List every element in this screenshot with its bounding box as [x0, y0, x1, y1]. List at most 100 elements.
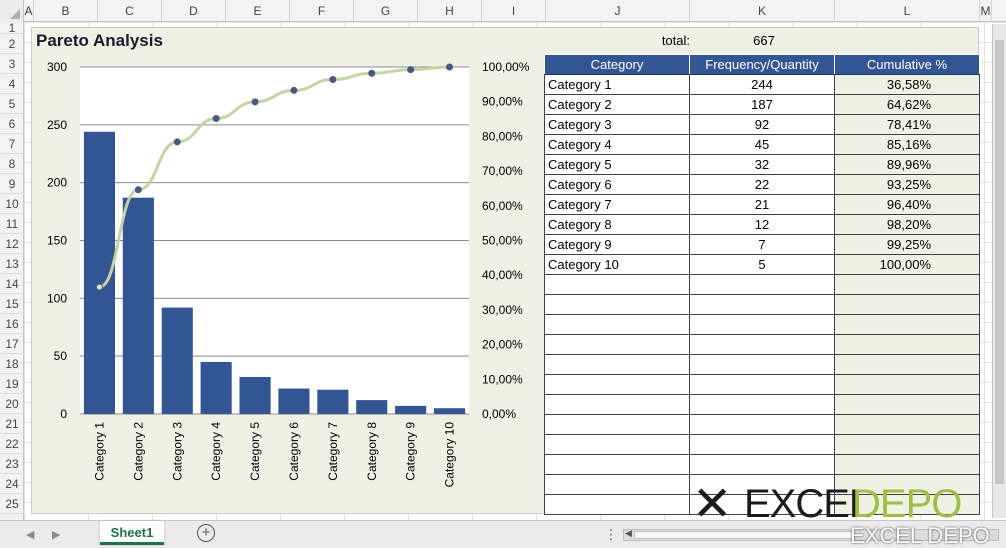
column-header-l[interactable]: L — [835, 0, 980, 22]
cell-category[interactable]: Category 7 — [544, 194, 690, 215]
bar-category-2[interactable] — [122, 197, 154, 414]
empty-cell[interactable] — [689, 334, 835, 355]
bar-category-7[interactable] — [317, 389, 349, 414]
bar-category-4[interactable] — [200, 361, 232, 414]
empty-cell[interactable] — [689, 274, 835, 295]
cell-frequency[interactable]: 32 — [689, 154, 835, 175]
cumulative-point[interactable] — [368, 69, 376, 77]
row-header-22[interactable]: 22 — [0, 434, 24, 454]
vertical-scrollbar-thumb[interactable] — [995, 40, 1004, 484]
column-header-i[interactable]: I — [482, 0, 546, 22]
row-header-16[interactable]: 16 — [0, 314, 24, 334]
row-header-1[interactable]: 1 — [0, 22, 24, 34]
row-header-4[interactable]: 4 — [0, 74, 24, 94]
header-category[interactable]: Category — [544, 54, 690, 75]
row-header-8[interactable]: 8 — [0, 154, 24, 174]
total-value[interactable]: 667 — [753, 33, 775, 48]
add-sheet-icon[interactable]: + — [197, 524, 215, 542]
cell-cumulative[interactable]: 93,25% — [834, 174, 980, 195]
empty-cell[interactable] — [689, 354, 835, 375]
vertical-scrollbar[interactable] — [992, 24, 1006, 518]
empty-cell[interactable] — [544, 434, 690, 455]
header-frequency[interactable]: Frequency/Quantity — [689, 54, 835, 75]
column-header-j[interactable]: J — [546, 0, 690, 22]
empty-cell[interactable] — [834, 374, 980, 395]
empty-cell[interactable] — [689, 394, 835, 415]
cell-category[interactable]: Category 6 — [544, 174, 690, 195]
cell-category[interactable]: Category 3 — [544, 114, 690, 135]
cell-cumulative[interactable]: 64,62% — [834, 94, 980, 115]
row-header-12[interactable]: 12 — [0, 234, 24, 254]
empty-cell[interactable] — [544, 274, 690, 295]
empty-cell[interactable] — [834, 294, 980, 315]
cumulative-point[interactable] — [251, 98, 259, 106]
empty-cell[interactable] — [834, 434, 980, 455]
empty-cell[interactable] — [689, 294, 835, 315]
scroll-left-icon[interactable]: ◀ — [625, 528, 632, 538]
empty-cell[interactable] — [689, 454, 835, 475]
empty-cell[interactable] — [544, 414, 690, 435]
chart-title[interactable]: Pareto Analysis — [36, 31, 163, 50]
row-header-2[interactable]: 2 — [0, 34, 24, 54]
empty-cell[interactable] — [689, 314, 835, 335]
cell-frequency[interactable]: 45 — [689, 134, 835, 155]
cell-frequency[interactable]: 244 — [689, 74, 835, 95]
empty-cell[interactable] — [544, 394, 690, 415]
empty-cell[interactable] — [834, 394, 980, 415]
column-header-k[interactable]: K — [690, 0, 835, 22]
empty-cell[interactable] — [834, 334, 980, 355]
cumulative-point[interactable] — [173, 138, 181, 146]
column-header-m[interactable]: M — [980, 0, 992, 22]
empty-cell[interactable] — [834, 274, 980, 295]
row-header-5[interactable]: 5 — [0, 94, 24, 114]
cell-cumulative[interactable]: 36,58% — [834, 74, 980, 95]
cell-cumulative[interactable]: 98,20% — [834, 214, 980, 235]
cell-frequency[interactable]: 92 — [689, 114, 835, 135]
empty-cell[interactable] — [689, 434, 835, 455]
row-header-6[interactable]: 6 — [0, 114, 24, 134]
column-header-h[interactable]: H — [418, 0, 482, 22]
row-header-18[interactable]: 18 — [0, 354, 24, 374]
empty-cell[interactable] — [544, 334, 690, 355]
empty-cell[interactable] — [544, 494, 690, 515]
empty-cell[interactable] — [544, 454, 690, 475]
row-header-10[interactable]: 10 — [0, 194, 24, 214]
column-header-e[interactable]: E — [226, 0, 290, 22]
empty-cell[interactable] — [689, 494, 835, 515]
prev-sheet-icon[interactable]: ◀ — [26, 529, 35, 541]
cell-category[interactable]: Category 10 — [544, 254, 690, 275]
bar-category-9[interactable] — [395, 405, 427, 414]
cell-category[interactable]: Category 1 — [544, 74, 690, 95]
cell-category[interactable]: Category 5 — [544, 154, 690, 175]
row-header-11[interactable]: 11 — [0, 214, 24, 234]
cumulative-point[interactable] — [446, 63, 454, 71]
cell-cumulative[interactable]: 99,25% — [834, 234, 980, 255]
cell-cumulative[interactable]: 78,41% — [834, 114, 980, 135]
bar-category-10[interactable] — [433, 408, 466, 414]
cumulative-point[interactable] — [212, 114, 220, 122]
row-header-14[interactable]: 14 — [0, 274, 24, 294]
next-sheet-icon[interactable]: ▶ — [52, 529, 61, 541]
cell-frequency[interactable]: 12 — [689, 214, 835, 235]
cell-frequency[interactable]: 7 — [689, 234, 835, 255]
row-header-17[interactable]: 17 — [0, 334, 24, 354]
cumulative-point[interactable] — [134, 186, 142, 194]
cumulative-line[interactable] — [98, 65, 450, 289]
row-header-25[interactable]: 25 — [0, 494, 24, 514]
cell-category[interactable]: Category 8 — [544, 214, 690, 235]
column-header-f[interactable]: F — [290, 0, 354, 22]
bar-category-5[interactable] — [239, 376, 271, 414]
empty-cell[interactable] — [544, 354, 690, 375]
horizontal-scrollbar-thumb[interactable] — [634, 531, 854, 539]
cell-cumulative[interactable]: 96,40% — [834, 194, 980, 215]
cell-category[interactable]: Category 2 — [544, 94, 690, 115]
empty-cell[interactable] — [689, 414, 835, 435]
row-header-13[interactable]: 13 — [0, 254, 24, 274]
bar-category-8[interactable] — [356, 400, 388, 414]
cell-frequency[interactable]: 21 — [689, 194, 835, 215]
cell-frequency[interactable]: 187 — [689, 94, 835, 115]
empty-cell[interactable] — [544, 294, 690, 315]
empty-cell[interactable] — [834, 474, 980, 495]
row-header-23[interactable]: 23 — [0, 454, 24, 474]
row-header-3[interactable]: 3 — [0, 54, 24, 74]
